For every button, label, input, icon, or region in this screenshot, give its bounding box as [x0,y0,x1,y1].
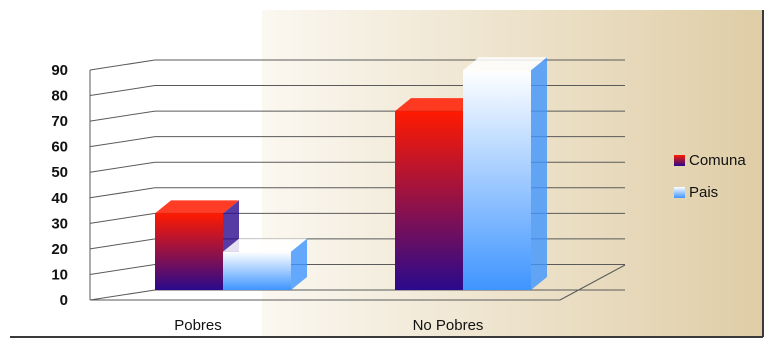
gridline-side [89,289,156,301]
legend-swatch-comuna [674,155,685,166]
gridline-side [89,110,156,122]
gridline-side [89,85,156,97]
y-tick-label: 30 [51,215,68,232]
bar-pais-no-pobres [463,70,531,290]
y-tick-label: 90 [51,62,68,79]
bar-comuna-pobres [155,213,223,290]
bar-top-face [463,57,547,71]
gridline-side [89,59,156,71]
bar-top-face [395,98,479,112]
bar-comuna-no-pobres [395,111,463,290]
y-tick-label: 50 [51,164,68,181]
bar-top-face [223,238,307,252]
y-tick-label: 40 [51,190,68,207]
gridline-side [89,161,156,173]
gridline-side [89,263,156,275]
y-tick-label: 60 [51,139,68,156]
legend-label-pais: Pais [689,184,718,201]
x-tick-label: No Pobres [413,317,484,334]
legend-swatch-pais [674,187,685,198]
gridline-side [89,238,156,250]
bar-pais-pobres [223,251,291,290]
y-tick-label: 70 [51,113,68,130]
gridline-side [89,212,156,224]
legend-label-comuna: Comuna [689,152,746,169]
bar-side-face [291,238,307,290]
x-tick-label: Pobres [174,317,222,334]
gridline-side [89,136,156,148]
floor-right-edge [559,264,626,301]
y-tick-label: 80 [51,88,68,105]
bar-side-face [531,57,547,290]
y-tick-label: 10 [51,266,68,283]
y-tick-label: 20 [51,241,68,258]
gridline-side [89,187,156,199]
y-tick-label: 0 [60,292,68,309]
bar-top-face [155,200,239,214]
